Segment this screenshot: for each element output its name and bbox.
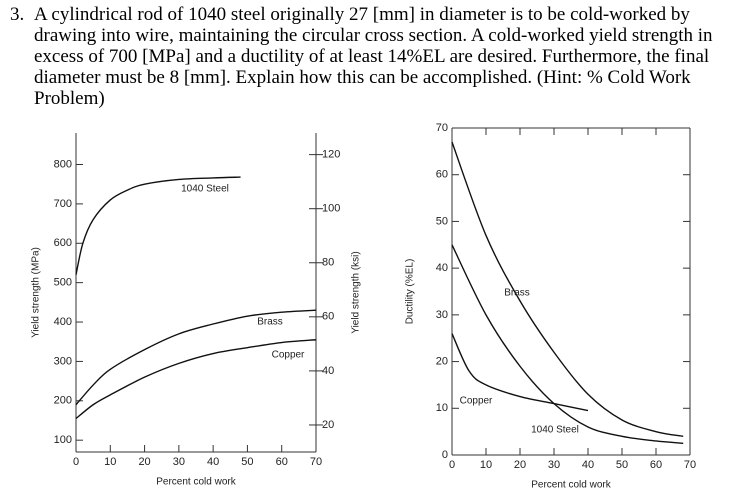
y2-tick-label: 60 [322, 311, 334, 323]
x-tick-label: 10 [104, 456, 116, 468]
y-tick-label: 70 [436, 122, 448, 134]
problem-text: A cylindrical rod of 1040 steel original… [34, 4, 713, 109]
y-axis-title: Yield strength (MPa) [31, 247, 42, 338]
x-tick-label: 70 [310, 456, 322, 468]
x-axis-title: Percent cold work [531, 480, 611, 491]
x-tick-label: 30 [548, 459, 560, 471]
y2-tick-label: 100 [322, 203, 340, 215]
y-tick-label: 30 [436, 309, 448, 321]
x-tick-label: 10 [480, 459, 492, 471]
series-label: Brass [504, 288, 530, 299]
y-tick-label: 800 [54, 158, 72, 170]
series-line [75, 309, 317, 406]
x-tick-label: 0 [73, 456, 79, 468]
y-tick-label: 0 [442, 449, 448, 461]
series-line [451, 333, 589, 412]
y-tick-label: 10 [436, 402, 448, 414]
y2-tick-label: 80 [322, 257, 334, 269]
y2-tick-label: 20 [322, 419, 334, 431]
x-tick-label: 40 [207, 456, 219, 468]
series-label: 1040 Steel [531, 425, 579, 436]
series-line [451, 244, 684, 445]
x-tick-label: 60 [650, 459, 662, 471]
x-tick-label: 30 [173, 456, 185, 468]
series-label: Copper [460, 396, 493, 407]
series-line [75, 339, 317, 420]
problem: 3. A cylindrical rod of 1040 steel origi… [0, 4, 720, 109]
x-axis-title: Percent cold work [156, 477, 236, 488]
series-label: 1040 Steel [181, 184, 229, 195]
y-tick-label: 300 [54, 355, 72, 367]
y-tick-label: 500 [54, 277, 72, 289]
y-tick-label: 200 [54, 395, 72, 407]
problem-number: 3. [10, 4, 25, 25]
y-tick-label: 40 [436, 262, 448, 274]
x-tick-label: 70 [684, 459, 696, 471]
y-tick-label: 20 [436, 355, 448, 367]
y-axis-title: Ductility (%EL) [405, 259, 416, 325]
y-tick-label: 400 [54, 316, 72, 328]
y-tick-label: 600 [54, 237, 72, 249]
y-tick-label: 100 [54, 434, 72, 446]
x-tick-label: 50 [241, 456, 253, 468]
x-tick-label: 0 [449, 459, 455, 471]
x-tick-label: 20 [514, 459, 526, 471]
y2-tick-label: 40 [322, 365, 334, 377]
x-tick-label: 50 [616, 459, 628, 471]
y-tick-label: 60 [436, 169, 448, 181]
series-line [75, 176, 241, 275]
y-tick-label: 50 [436, 215, 448, 227]
x-tick-label: 60 [276, 456, 288, 468]
series-line [451, 141, 684, 438]
y2-axis-title: Yield strength (ksi) [351, 251, 362, 333]
series-label: Copper [272, 350, 305, 361]
series-label: Brass [257, 317, 283, 328]
y2-tick-label: 120 [322, 149, 340, 161]
x-tick-label: 20 [138, 456, 150, 468]
x-tick-label: 40 [582, 459, 594, 471]
y-tick-label: 700 [54, 198, 72, 210]
